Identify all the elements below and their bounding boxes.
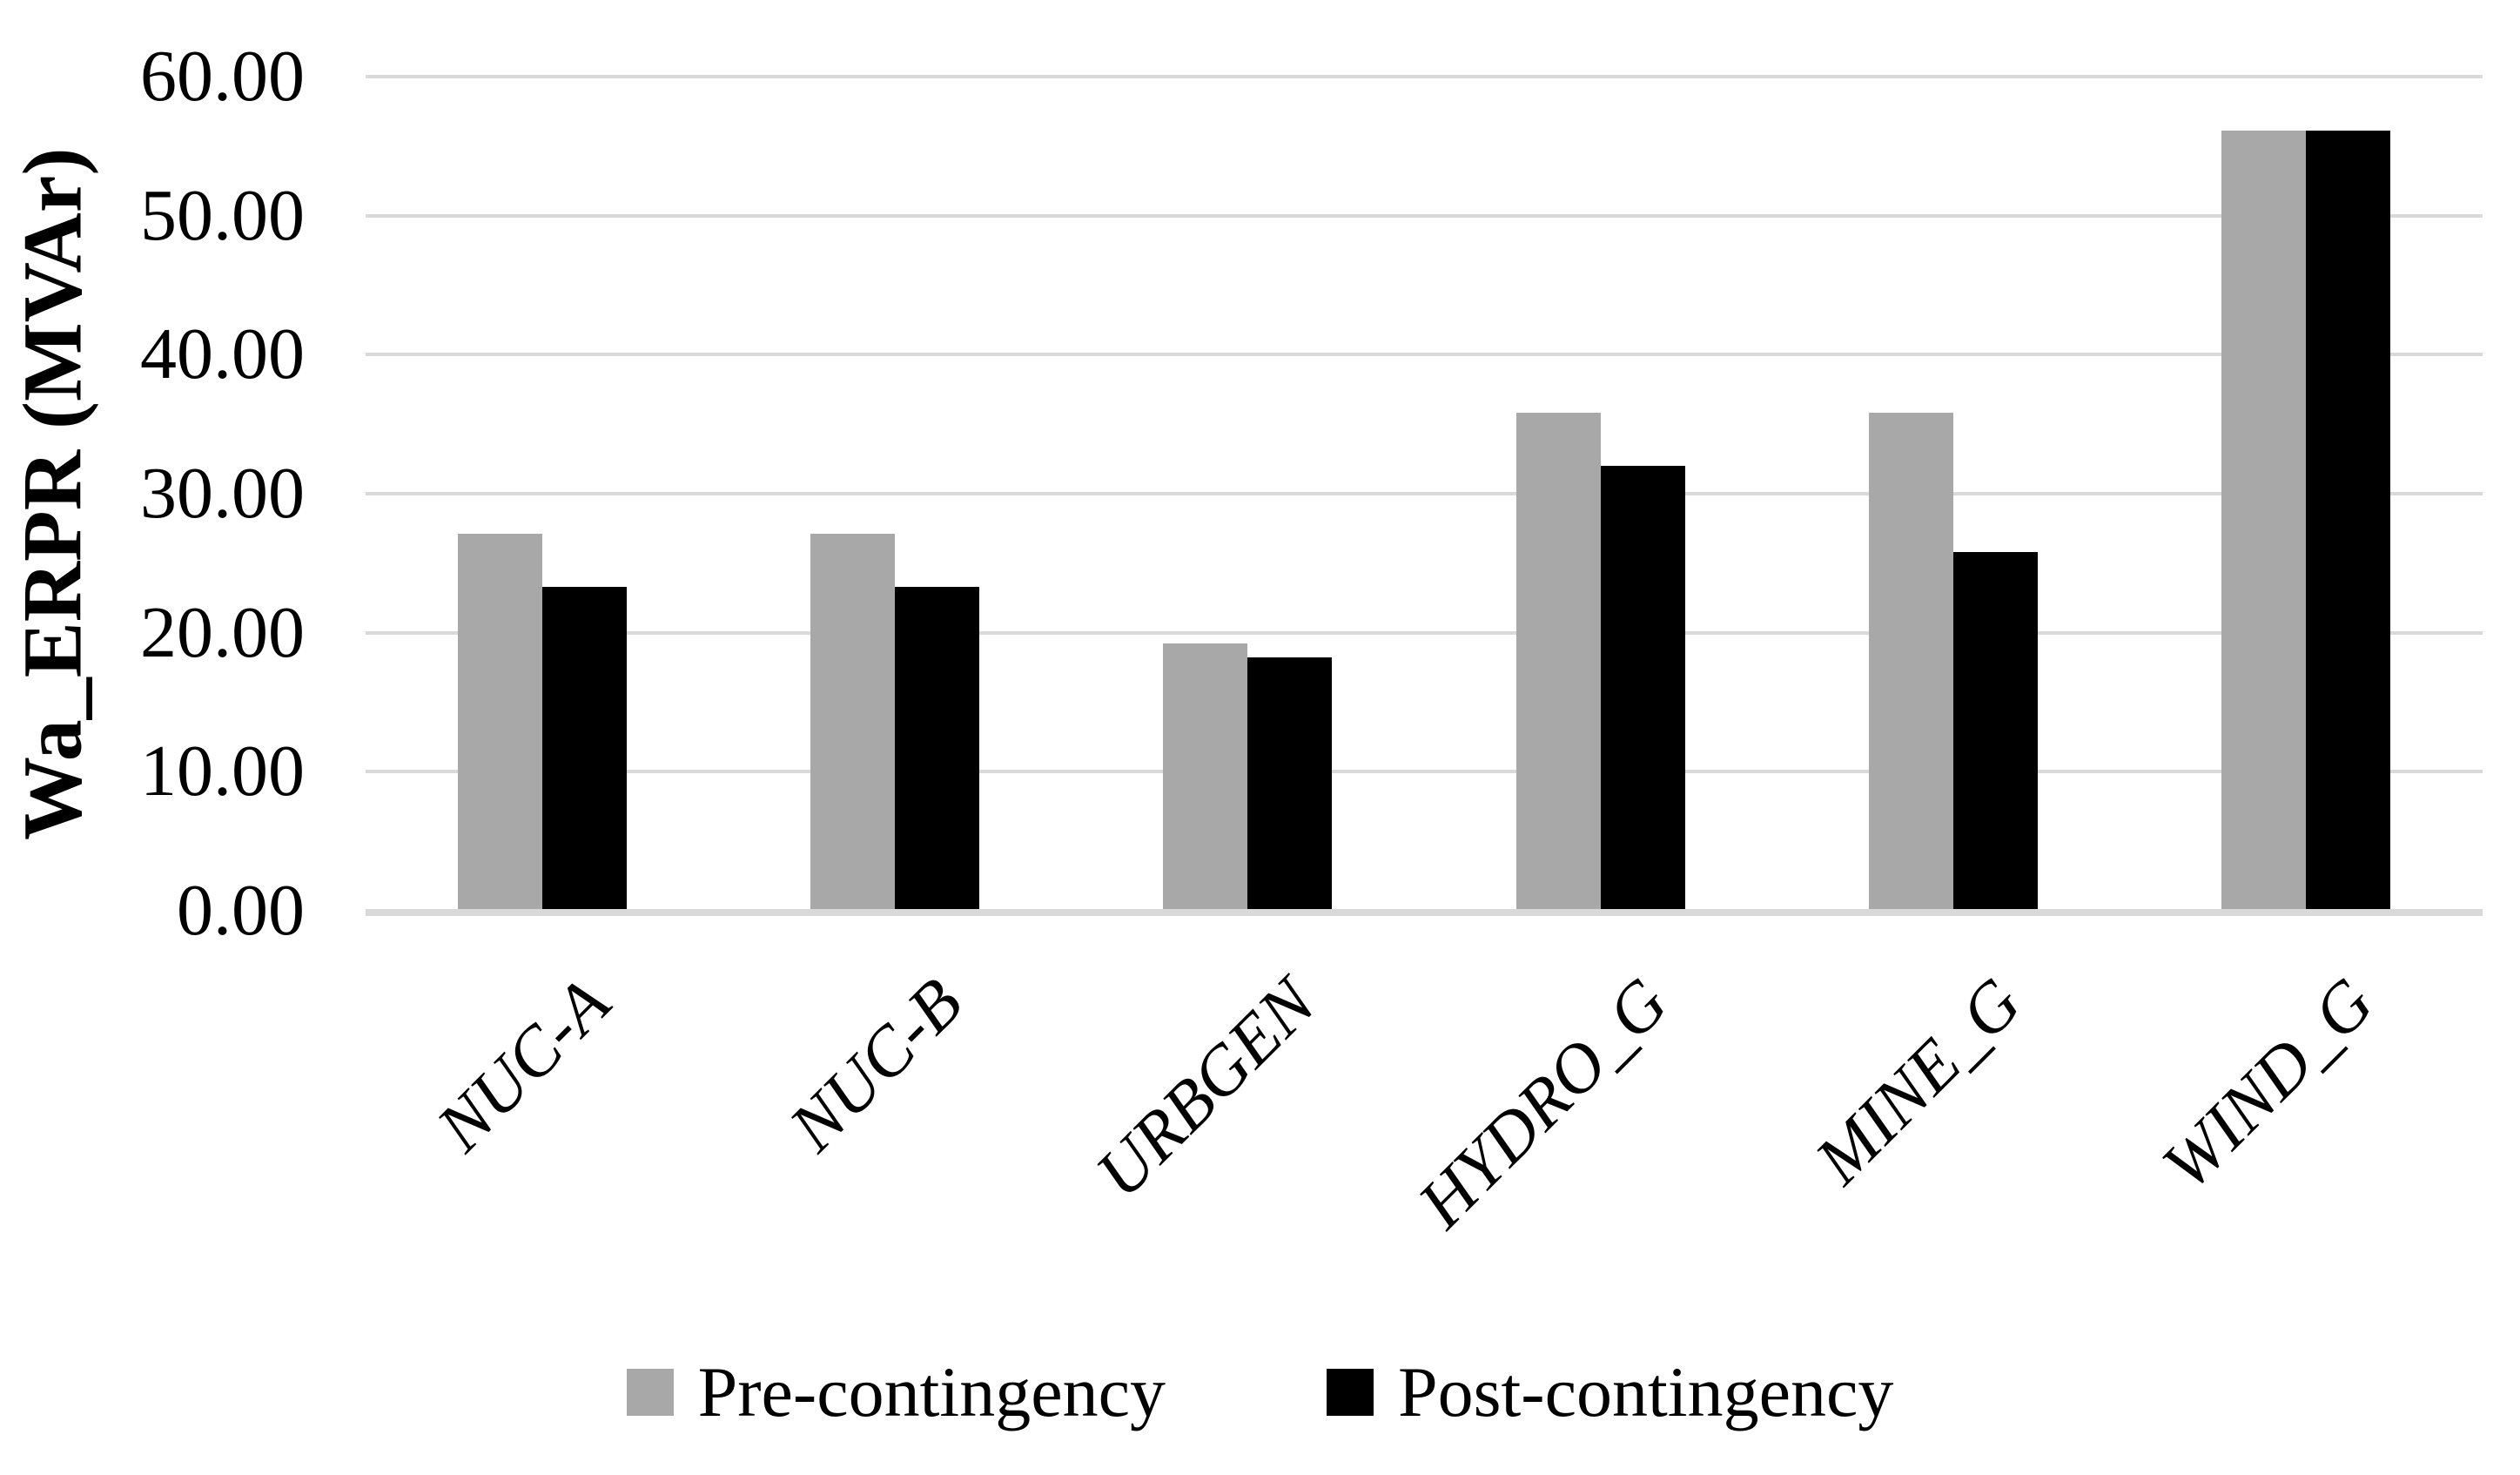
bar-post-contingency-urbgen: [1247, 657, 1332, 909]
bar-post-contingency-mine-g: [1953, 552, 2038, 909]
x-category-label-wind-g: WIND_G: [2147, 964, 2389, 1205]
y-tick-label-0: 0.00: [177, 870, 305, 951]
gridline-30: [366, 492, 2483, 495]
legend-swatch-pre-contingency-icon: [626, 1369, 674, 1416]
legend-item-post-contingency: Post-contingency: [1327, 1357, 1893, 1428]
x-category-label-urbgen: URBGEN: [1081, 964, 1330, 1213]
y-axis-title: Wa_ERPR (MVAr): [5, 147, 99, 840]
bar-pre-contingency-nuc-b: [810, 534, 895, 909]
bar-pre-contingency-nuc-a: [458, 534, 542, 909]
y-tick-label-10: 10.00: [140, 731, 305, 812]
bar-post-contingency-hydro-g: [1601, 466, 1685, 909]
legend-item-pre-contingency: Pre-contingency: [626, 1352, 1166, 1431]
gridline-60: [366, 75, 2483, 78]
bar-pre-contingency-urbgen: [1163, 643, 1247, 909]
y-tick-label-20: 20.00: [140, 591, 305, 673]
gridline-10: [366, 770, 2483, 774]
bar-pre-contingency-wind-g: [2221, 131, 2306, 909]
gridline-20: [366, 630, 2483, 635]
x-category-label-mine-g: MINE_G: [1800, 964, 2036, 1199]
gridline-50: [366, 213, 2483, 218]
y-tick-label-40: 40.00: [140, 313, 305, 395]
bar-post-contingency-nuc-b: [895, 587, 979, 909]
bar-post-contingency-nuc-a: [542, 587, 627, 909]
x-category-label-hydro-g: HYDRO_G: [1404, 964, 1683, 1243]
legend: Pre-contingency Post-contingency: [0, 1357, 2520, 1428]
y-tick-label-30: 30.00: [140, 453, 305, 534]
legend-label: Post-contingency: [1398, 1352, 1894, 1431]
x-axis-line: [366, 909, 2483, 916]
bar-post-contingency-wind-g: [2306, 131, 2390, 909]
gridline-40: [366, 353, 2483, 357]
x-category-label-nuc-b: NUC-B: [775, 964, 978, 1167]
y-tick-label-50: 50.00: [140, 174, 305, 256]
legend-label: Pre-contingency: [697, 1352, 1166, 1431]
y-tick-label-60: 60.00: [140, 36, 305, 117]
x-category-label-nuc-a: NUC-A: [422, 964, 625, 1167]
bar-pre-contingency-hydro-g: [1516, 413, 1601, 909]
plot-area: [366, 75, 2483, 916]
bar-pre-contingency-mine-g: [1869, 413, 1953, 909]
legend-swatch-post-contingency-icon: [1327, 1369, 1374, 1416]
